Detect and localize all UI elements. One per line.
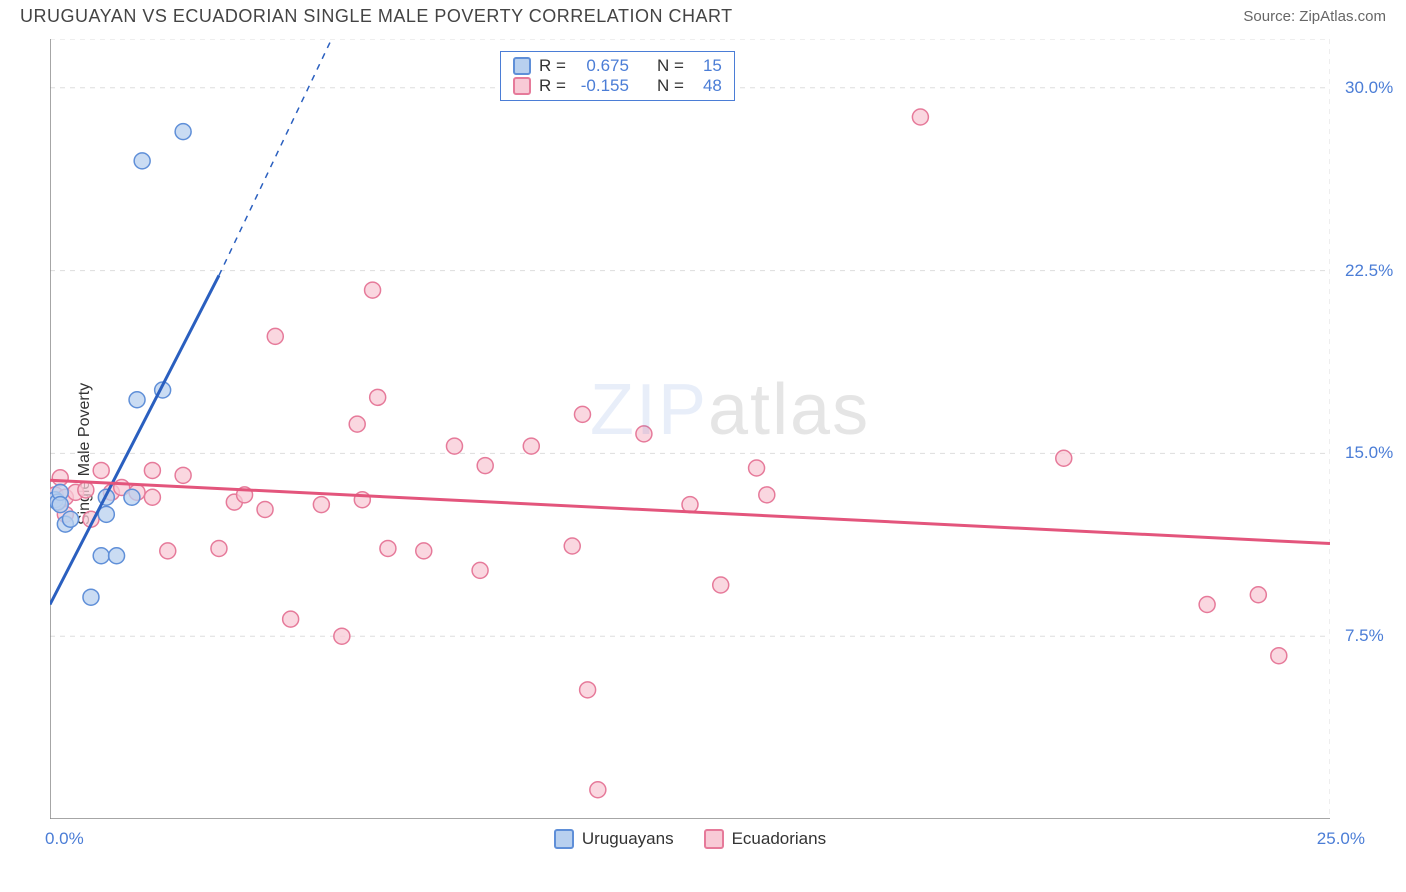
x-axis-min-label: 0.0% [45,829,84,849]
source-name: ZipAtlas.com [1299,8,1386,25]
correlation-legend-row: R = -0.155 N = 48 [513,76,722,96]
legend-swatch [513,77,531,95]
correlation-legend-row: R = 0.675 N = 15 [513,56,722,76]
chart-header: URUGUAYAN VS ECUADORIAN SINGLE MALE POVE… [0,0,1406,29]
n-label: N = [657,56,684,76]
chart-title: URUGUAYAN VS ECUADORIAN SINGLE MALE POVE… [20,6,733,27]
n-value: 15 [692,56,722,76]
r-label: R = [539,56,566,76]
y-tick-label: 30.0% [1345,78,1393,98]
r-value: -0.155 [574,76,629,96]
r-value: 0.675 [574,56,629,76]
n-label: N = [657,76,684,96]
y-tick-label: 15.0% [1345,443,1393,463]
legend-swatch [513,57,531,75]
correlation-legend: R = 0.675 N = 15 R = -0.155 N = 48 [500,51,735,101]
n-value: 48 [692,76,722,96]
chart-source: Source: ZipAtlas.com [1243,8,1386,25]
plot-area: ZIPatlas R =0.675N =15R =-0.155N =48 7.5… [50,39,1330,819]
x-axis-max-label: 25.0% [1317,829,1365,849]
source-label: Source: [1243,8,1295,25]
r-label: R = [539,76,566,96]
chart-container: Single Male Poverty ZIPatlas R =0.675N =… [0,29,1406,879]
y-tick-label: 7.5% [1345,626,1384,646]
x-axis-tick-labels: 0.0% 25.0% [50,829,1330,859]
scatter-chart-svg [50,39,1330,819]
y-tick-label: 22.5% [1345,261,1393,281]
